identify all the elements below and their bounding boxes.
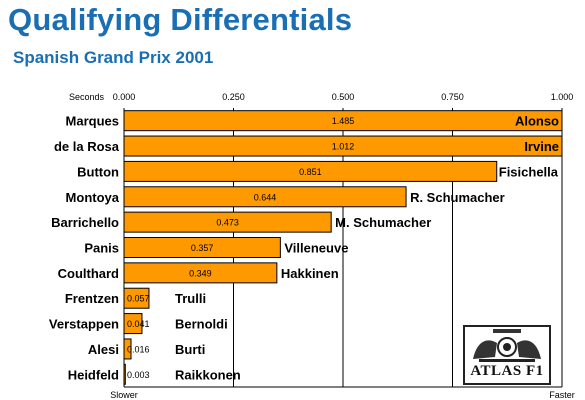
bar — [123, 237, 281, 258]
bar — [123, 211, 332, 233]
opponent-label: Raikkonen — [175, 367, 241, 382]
x-tick-label: 0.250 — [222, 92, 245, 102]
x-tick-label: 0.750 — [441, 92, 464, 102]
opponent-label: Villeneuve — [284, 241, 348, 256]
opponent-label: R. Schumacher — [410, 190, 505, 205]
atlas-f1-logo: ATLAS F1 — [463, 325, 551, 385]
value-label: 0.016 — [127, 344, 150, 354]
bar — [123, 135, 563, 157]
bar — [123, 363, 126, 385]
driver-label: Alesi — [88, 342, 119, 357]
opponent-label: Alonso — [515, 114, 559, 129]
bar — [123, 110, 563, 132]
opponent-label: Irvine — [524, 139, 559, 154]
value-label: 0.003 — [127, 370, 150, 380]
crest-icon — [473, 329, 541, 362]
driver-label: Coulthard — [58, 266, 119, 281]
bar — [123, 338, 132, 360]
driver-label: Barrichello — [51, 215, 119, 230]
value-label: 0.644 — [254, 192, 277, 202]
value-label: 1.012 — [332, 142, 355, 152]
faster-label: Faster — [549, 390, 575, 400]
logo-text: ATLAS F1 — [470, 363, 544, 379]
driver-label: Montoya — [66, 190, 120, 205]
x-axis-title: Seconds — [69, 92, 105, 102]
value-label: 0.851 — [299, 167, 322, 177]
opponent-label: M. Schumacher — [335, 215, 431, 230]
driver-label: Frentzen — [65, 291, 119, 306]
x-tick-label: 0.500 — [332, 92, 355, 102]
value-label: 0.041 — [127, 319, 150, 329]
opponent-label: Trulli — [175, 291, 206, 306]
bar — [123, 287, 150, 309]
value-label: 0.349 — [189, 268, 212, 278]
chart-subtitle: Spanish Grand Prix 2001 — [13, 48, 214, 67]
bar — [123, 186, 407, 208]
driver-label: Marques — [66, 114, 119, 129]
slower-label: Slower — [110, 390, 138, 400]
value-label: 0.357 — [191, 243, 214, 253]
driver-label: Heidfeld — [68, 367, 119, 382]
opponent-label: Hakkinen — [281, 266, 339, 281]
driver-label: Button — [77, 164, 119, 179]
driver-label: de la Rosa — [54, 139, 120, 154]
opponent-label: Bernoldi — [175, 317, 228, 332]
opponent-label: Fisichella — [499, 164, 559, 179]
value-label: 1.485 — [332, 116, 355, 126]
opponent-label: Burti — [175, 342, 205, 357]
chart-title: Qualifying Differentials — [8, 2, 353, 37]
bar — [123, 160, 498, 182]
bar — [123, 262, 278, 284]
x-tick-label: 0.000 — [113, 92, 136, 102]
value-label: 0.057 — [127, 294, 150, 304]
driver-label: Panis — [84, 241, 119, 256]
driver-label: Verstappen — [49, 317, 119, 332]
x-tick-label: 1.000 — [551, 92, 574, 102]
bar — [123, 313, 143, 335]
value-label: 0.473 — [216, 218, 239, 228]
